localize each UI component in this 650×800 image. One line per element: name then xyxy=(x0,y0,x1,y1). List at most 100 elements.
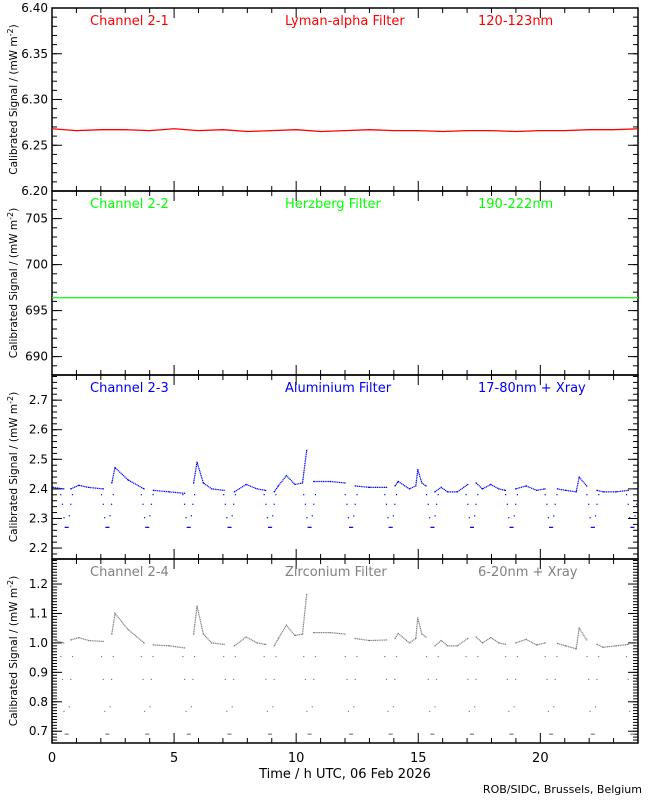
y-axis-label: Calibrated Signal / (mW m-2) xyxy=(6,208,20,358)
eclipse-data-point xyxy=(227,526,229,528)
eclipse-data-point xyxy=(266,517,268,519)
eclipse-data-point xyxy=(508,517,510,519)
data-segment xyxy=(70,636,104,643)
y-axis-label-exponent: -2 xyxy=(6,580,15,588)
eclipse-data-point xyxy=(544,655,546,658)
data-point xyxy=(615,491,617,493)
eclipse-data-point xyxy=(550,526,553,528)
y-tick-label: 1.1 xyxy=(29,606,48,620)
eclipse-data-point xyxy=(142,678,144,681)
data-point xyxy=(504,489,507,491)
data-segment xyxy=(355,637,387,642)
eclipse-data-point xyxy=(275,494,277,496)
data-point xyxy=(306,593,308,595)
eclipse-data-point xyxy=(311,706,313,708)
eclipse-data-point xyxy=(223,494,225,496)
eclipse-data-point xyxy=(346,678,348,681)
eclipse-data-point xyxy=(275,655,277,658)
eclipse-data-point xyxy=(384,494,386,496)
data-segment xyxy=(394,469,427,490)
panel-channel-3: 2.2 2.3 2.4 2.5 2.6 2.7 Calibrated Signal / (m… xyxy=(6,374,639,560)
data-point xyxy=(481,642,484,644)
eclipse-data-point xyxy=(353,706,355,708)
panel-wavelength-label: 17-80nm + Xray xyxy=(478,381,586,396)
eclipse-data-point xyxy=(544,494,546,496)
eclipse-data-point xyxy=(475,678,477,681)
panel-filter-label: Herzberg Filter xyxy=(285,197,382,212)
data-segment xyxy=(153,644,185,649)
eclipse-data-point xyxy=(392,515,394,517)
data-point xyxy=(223,489,225,491)
eclipse-data-point xyxy=(509,526,511,528)
eclipse-data-point xyxy=(350,526,353,528)
eclipse-data-point xyxy=(390,526,392,528)
data-point xyxy=(394,485,396,487)
data-point xyxy=(52,486,54,489)
eclipse-data-point xyxy=(67,526,69,528)
data-point xyxy=(223,643,225,645)
eclipse-data-point xyxy=(547,517,549,519)
eclipse-data-point xyxy=(311,515,313,517)
eclipse-data-point xyxy=(635,678,638,681)
y-tick-label: 2.4 xyxy=(29,482,48,496)
data-point xyxy=(70,488,72,490)
eclipse-data-point xyxy=(304,678,307,681)
eclipse-data-point xyxy=(189,526,191,528)
eclipse-data-point xyxy=(71,494,74,496)
eclipse-data-point xyxy=(64,526,66,528)
data-point xyxy=(143,488,145,490)
eclipse-data-point xyxy=(627,678,629,681)
data-point xyxy=(525,485,527,487)
data-point xyxy=(627,489,629,491)
data-point xyxy=(294,483,296,486)
data-point xyxy=(434,645,436,647)
data-segment xyxy=(234,483,266,493)
data-segment xyxy=(52,128,638,133)
eclipse-data-point xyxy=(314,494,317,496)
eclipse-data-point xyxy=(598,494,600,496)
data-point xyxy=(211,488,213,490)
data-point xyxy=(78,484,80,486)
eclipse-data-point xyxy=(70,678,72,681)
data-point xyxy=(596,643,598,645)
data-segment xyxy=(53,639,64,644)
eclipse-data-point xyxy=(150,678,152,681)
data-point xyxy=(70,639,72,641)
eclipse-data-point xyxy=(304,503,307,505)
eclipse-data-point xyxy=(632,733,634,735)
data-point xyxy=(446,491,449,493)
eclipse-data-point xyxy=(105,526,107,528)
eclipse-data-point xyxy=(266,710,268,712)
data-point xyxy=(277,637,279,640)
eclipse-data-point xyxy=(513,706,515,708)
eclipse-data-point xyxy=(385,678,388,681)
eclipse-data-point xyxy=(186,733,188,735)
y-tick-label: 1.2 xyxy=(29,577,48,591)
eclipse-data-point xyxy=(140,494,142,496)
data-segment xyxy=(596,643,629,648)
eclipse-data-point xyxy=(148,733,150,735)
y-tick-label: 6.30 xyxy=(21,93,48,107)
eclipse-data-point xyxy=(147,526,149,528)
data-point xyxy=(245,636,247,638)
y-tick-label: 2.6 xyxy=(29,423,48,437)
data-point xyxy=(417,617,419,619)
eclipse-data-point xyxy=(192,503,194,505)
eclipse-data-point xyxy=(149,515,151,517)
data-point xyxy=(586,639,588,641)
eclipse-data-point xyxy=(106,526,108,528)
data-point xyxy=(368,486,371,489)
data-point xyxy=(102,640,104,643)
eclipse-data-point xyxy=(314,655,317,658)
data-point xyxy=(152,644,154,646)
eclipse-data-point xyxy=(512,733,514,735)
eclipse-data-point xyxy=(588,678,590,681)
series-3 xyxy=(52,449,638,528)
eclipse-data-point xyxy=(551,733,554,735)
eclipse-data-point xyxy=(425,494,428,496)
eclipse-data-point xyxy=(272,706,274,708)
eclipse-data-point xyxy=(234,655,236,658)
eclipse-data-point xyxy=(592,526,594,528)
eclipse-data-point xyxy=(102,503,104,505)
